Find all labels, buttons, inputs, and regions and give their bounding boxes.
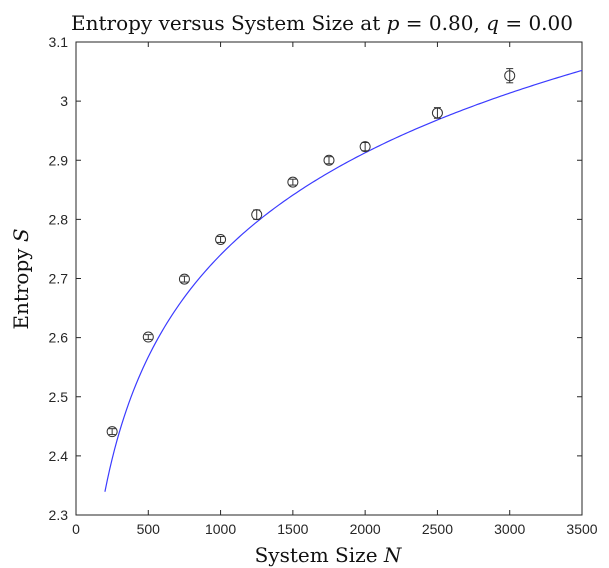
y-tick-label: 2.7 <box>49 271 69 287</box>
data-marker <box>178 273 190 285</box>
data-point <box>504 68 516 84</box>
data-point <box>215 233 227 245</box>
data-point <box>287 176 299 188</box>
data-point <box>142 331 154 343</box>
y-axis-ticks: 2.3 2.4 2.5 2.6 2.7 2.8 2.9 3 3.1 <box>49 34 582 523</box>
data-point <box>431 107 443 119</box>
y-tick-label: 2.9 <box>49 152 69 168</box>
chart-title-p-symbol: p <box>387 11 400 35</box>
data-marker <box>287 176 299 188</box>
x-axis-ticks: 0 500 1000 1500 2000 2500 3000 3500 <box>72 42 598 537</box>
fit-curve <box>104 69 583 492</box>
y-axis-label-symbol: S <box>9 228 33 242</box>
x-tick-label: 2500 <box>422 521 453 537</box>
data-marker <box>142 331 154 343</box>
chart-title-q-value: = 0.00 <box>499 11 573 35</box>
x-axis-label: System Size N <box>255 543 403 567</box>
data-point <box>251 209 263 221</box>
fit-layer <box>104 69 583 492</box>
y-tick-label: 3 <box>60 93 68 109</box>
data-point <box>178 273 190 285</box>
chart-title: Entropy versus System Size at p = 0.80, … <box>71 11 573 35</box>
x-tick-label: 3500 <box>566 521 597 537</box>
chart-title-q-symbol: q <box>486 11 499 35</box>
x-tick-label: 1000 <box>205 521 236 537</box>
data-marker <box>106 426 118 438</box>
data-marker <box>431 107 443 119</box>
x-tick-label: 500 <box>137 521 161 537</box>
y-tick-label: 2.5 <box>49 389 69 405</box>
x-tick-label: 0 <box>72 521 80 537</box>
y-tick-label: 3.1 <box>49 34 69 50</box>
y-axis-label-text: Entropy <box>9 242 33 330</box>
data-marker <box>359 141 371 153</box>
y-tick-label: 2.4 <box>49 448 69 464</box>
x-axis-label-text: System Size <box>255 543 384 567</box>
x-axis-label-symbol: N <box>383 543 403 567</box>
y-axis-label: Entropy S <box>9 228 33 329</box>
data-point <box>106 426 118 438</box>
chart-title-p-value: = 0.80, <box>399 11 486 35</box>
x-tick-label: 3000 <box>494 521 525 537</box>
data-marker <box>323 154 335 166</box>
x-tick-label: 1500 <box>277 521 308 537</box>
y-tick-label: 2.8 <box>49 211 69 227</box>
data-point <box>359 141 371 153</box>
x-tick-label: 2000 <box>350 521 381 537</box>
data-point <box>323 154 335 166</box>
data-marker <box>504 70 516 82</box>
data-marker <box>215 233 227 245</box>
plot-area: 0 500 1000 1500 2000 2500 3000 3500 2.32.42.52.… <box>49 34 598 537</box>
data-marker <box>251 209 263 221</box>
chart-title-prefix: Entropy versus System Size at <box>71 11 387 35</box>
y-tick-label: 2.3 <box>49 507 69 523</box>
points-layer <box>106 68 516 438</box>
y-tick-label: 2.6 <box>49 330 69 346</box>
